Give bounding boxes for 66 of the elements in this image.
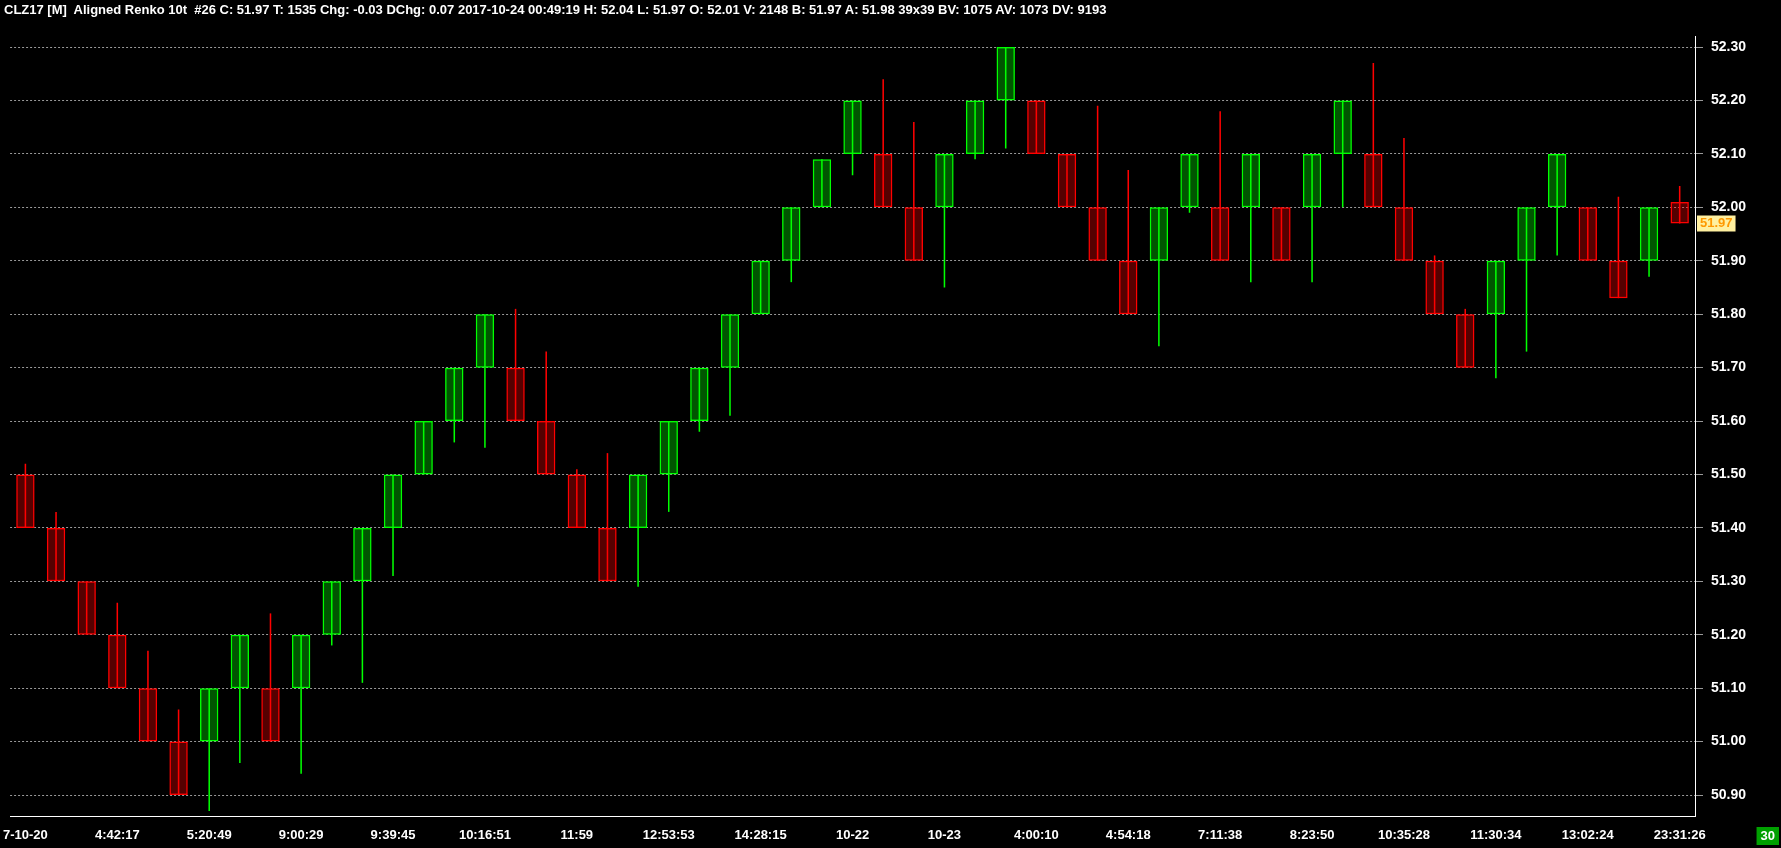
x-tick-label: 23:31:26 [1653, 826, 1706, 842]
candlestick [291, 634, 311, 774]
candlestick [1547, 153, 1567, 256]
x-tick-label: 13:02:24 [1561, 826, 1615, 842]
candlestick [322, 581, 341, 646]
candlestick [1456, 308, 1475, 368]
candlestick [1578, 207, 1597, 261]
y-tick-label: 51.70 [1711, 358, 1747, 375]
candlestick [567, 469, 587, 528]
x-tick-label: 9:39:45 [370, 826, 416, 842]
x-tick-label: 10:16:51 [458, 826, 511, 842]
candlestick [475, 314, 495, 448]
candlestick [720, 314, 740, 416]
candlestick [537, 351, 556, 475]
candlestick [965, 100, 985, 160]
chart-title: CLZ17 [M] Aligned Renko 10t #26 C: 51.97 T: 1535 Chg: -0.03 DChg: 0.07 2017-10-24 00:49:19 H: 52.04 L: 51.97 O: 52.01 V: 2148 B: 51.97 A: 51.98 39x39 BV: 1075 AV: 1073 DV: 9193 [3, 1, 1108, 19]
candlestick [628, 474, 648, 587]
candlestick [383, 474, 403, 576]
candlestick [1639, 207, 1659, 277]
text: 51.97 [1700, 214, 1733, 230]
candlestick [1057, 153, 1077, 208]
x-tick-label: 8:23:50 [1289, 826, 1335, 842]
candlestick [200, 688, 219, 812]
candlestick [873, 79, 893, 208]
x-tick-label: 4:00:10 [1013, 826, 1059, 842]
candlestick [1486, 260, 1506, 379]
candlestick [659, 421, 678, 512]
candlestick [1119, 169, 1138, 315]
x-tick-label: 11:59 [560, 826, 594, 842]
candlestick [1302, 153, 1322, 283]
y-tick-label: 51.10 [1711, 679, 1747, 696]
candlestick [230, 634, 250, 763]
x-tick-label: 7-10-20 [3, 826, 48, 842]
y-tick-label: 51.40 [1711, 518, 1747, 535]
y-tick-label: 52.30 [1711, 37, 1747, 54]
y-tick-label: 52.10 [1711, 144, 1747, 161]
y-tick-label: 51.00 [1711, 732, 1747, 749]
x-tick-label: 4:42:17 [94, 826, 140, 842]
y-tick-label: 51.60 [1711, 411, 1747, 428]
y-tick-label: 50.90 [1711, 785, 1747, 802]
candlestick [812, 159, 832, 208]
candlestick [1210, 111, 1230, 261]
x-tick-label: 9:00:29 [278, 826, 324, 842]
x-tick-label: 7:11:38 [1198, 826, 1243, 842]
y-tick-label: 51.20 [1711, 625, 1747, 642]
candlestick [904, 121, 923, 261]
x-tick-label: 10-23 [927, 826, 962, 842]
y-tick-label: 51.50 [1711, 465, 1747, 482]
y-tick-label: 52.20 [1711, 91, 1747, 108]
y-tick-label: 51.80 [1711, 305, 1747, 322]
x-tick-label: 10:35:28 [1377, 826, 1430, 842]
candlestick [138, 650, 158, 742]
x-tick-label: 14:28:15 [734, 826, 787, 842]
candlestick [1149, 207, 1169, 347]
candlestick [1394, 137, 1414, 261]
x-tick-label: 5:20:49 [186, 826, 232, 842]
x-tick-label: 11:30:34 [1470, 826, 1523, 842]
text: 30 [1760, 827, 1776, 843]
y-tick-label: 52.00 [1711, 198, 1747, 215]
candlestick [46, 511, 66, 582]
candlestick [1241, 153, 1260, 283]
x-tick-label: 10-22 [835, 826, 870, 842]
x-tick-label: 12:53:53 [642, 826, 695, 842]
y-tick-label: 51.90 [1711, 251, 1747, 268]
x-tick-label: 4:54:18 [1105, 826, 1151, 842]
y-tick-label: 51.30 [1711, 572, 1747, 589]
